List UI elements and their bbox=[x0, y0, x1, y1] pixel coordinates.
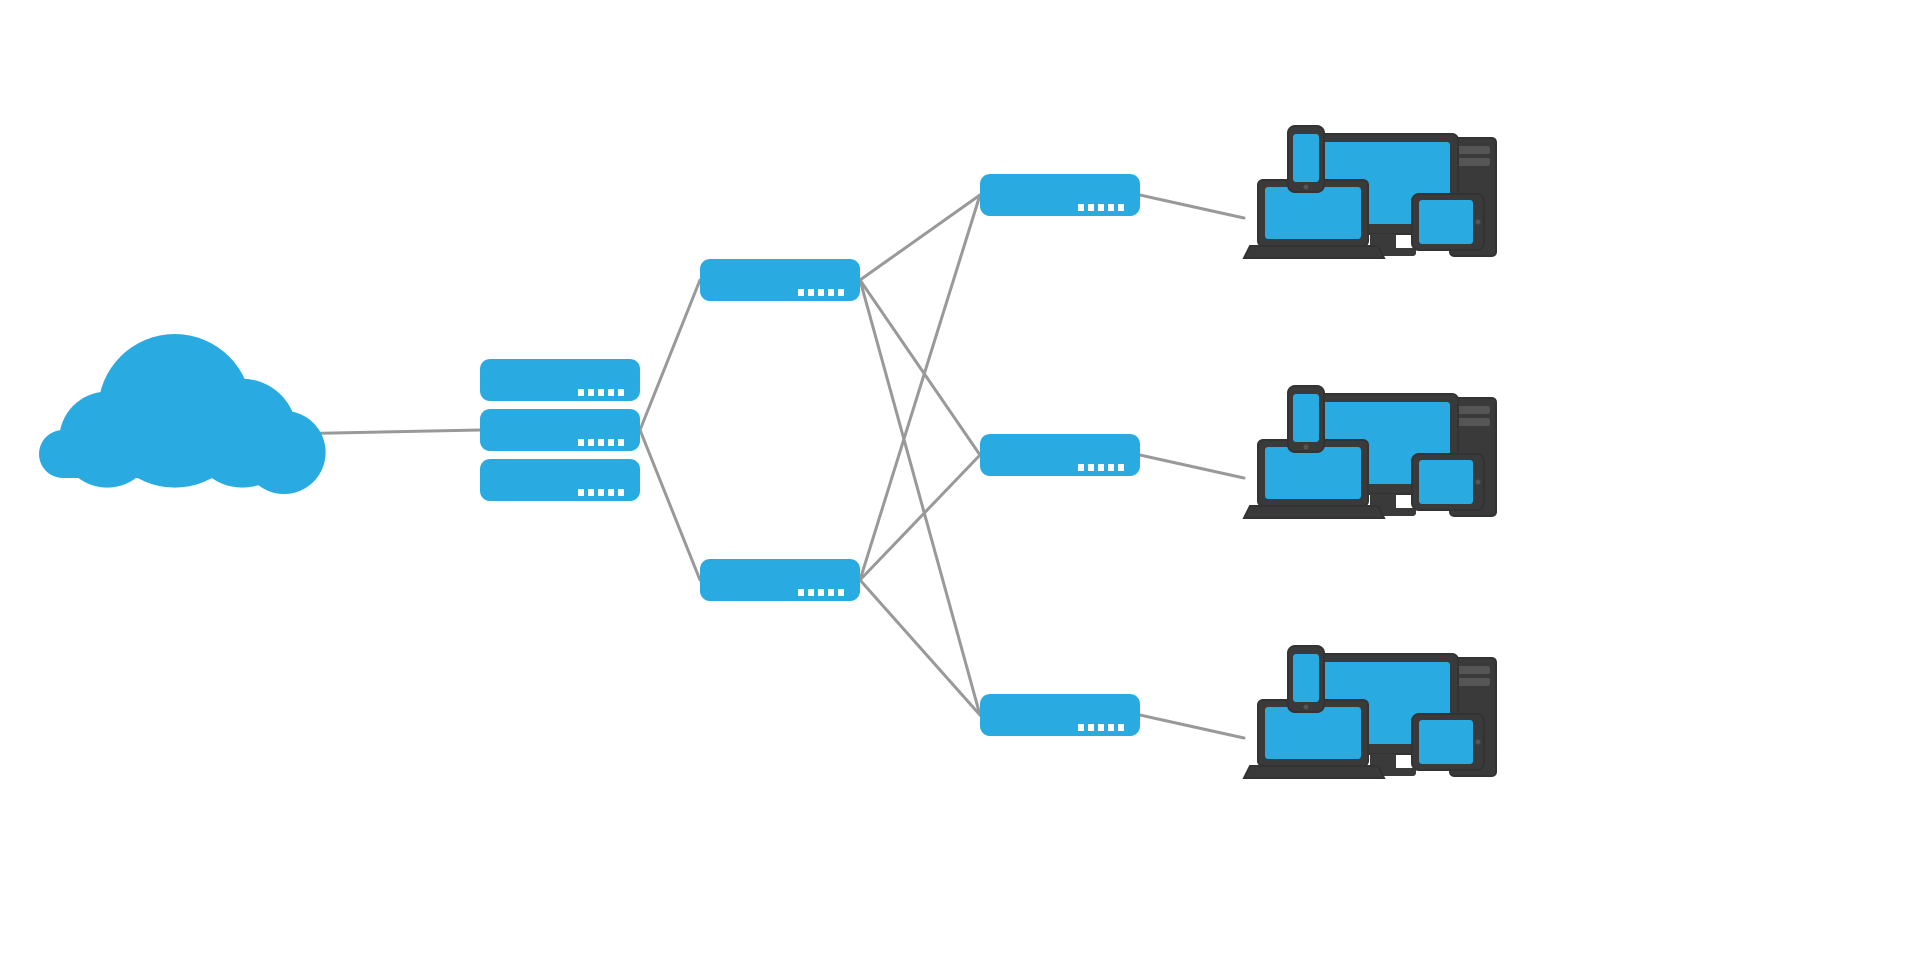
server-stack-icon bbox=[480, 359, 640, 501]
distribution-switch-icon bbox=[700, 259, 860, 301]
network-topology-diagram bbox=[0, 0, 1920, 960]
access-switch-icon bbox=[980, 694, 1140, 736]
access-switch-icon bbox=[980, 174, 1140, 216]
distribution-switch-icon bbox=[700, 559, 860, 601]
access-switch-icon bbox=[980, 434, 1140, 476]
